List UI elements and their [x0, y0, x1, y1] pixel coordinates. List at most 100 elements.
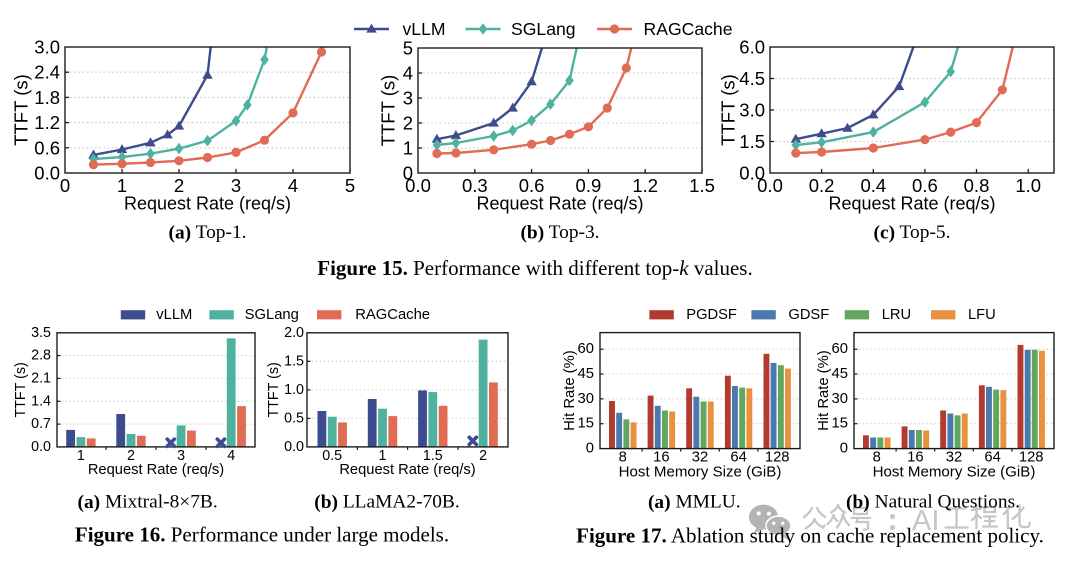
- svg-text:TTFT (s): TTFT (s): [378, 75, 399, 147]
- svg-text:2: 2: [174, 175, 184, 196]
- svg-text:TTFT (s): TTFT (s): [11, 74, 32, 146]
- svg-text:SGLang: SGLang: [245, 307, 299, 323]
- svg-text:1: 1: [403, 138, 413, 159]
- svg-text:30: 30: [578, 391, 594, 407]
- svg-text:3: 3: [403, 88, 413, 109]
- svg-text:2: 2: [403, 113, 413, 134]
- svg-text:3.0: 3.0: [34, 37, 60, 58]
- svg-text:3.0: 3.0: [739, 100, 765, 121]
- svg-text:(a) MMLU.: (a) MMLU.: [648, 492, 741, 513]
- svg-text:5: 5: [345, 175, 355, 196]
- svg-text:Request Rate (req/s): Request Rate (req/s): [339, 462, 475, 478]
- svg-text:60: 60: [832, 341, 848, 357]
- svg-text:8: 8: [873, 450, 881, 466]
- svg-text:1.0: 1.0: [284, 382, 304, 398]
- svg-text:Request Rate (req/s): Request Rate (req/s): [828, 194, 995, 214]
- svg-text:1.5: 1.5: [739, 131, 765, 152]
- svg-text:PGDSF: PGDSF: [686, 307, 737, 323]
- svg-text:Request Rate (req/s): Request Rate (req/s): [88, 462, 224, 478]
- svg-text:(b) Natural Questions.: (b) Natural Questions.: [846, 492, 1020, 513]
- svg-text:0: 0: [840, 441, 848, 457]
- svg-text:1.2: 1.2: [632, 175, 658, 196]
- svg-text:6.0: 6.0: [739, 37, 765, 58]
- svg-text:0.0: 0.0: [739, 163, 765, 184]
- svg-text:1: 1: [77, 448, 85, 464]
- svg-text:1: 1: [379, 448, 387, 464]
- svg-text:32: 32: [692, 450, 708, 466]
- svg-text:vLLM: vLLM: [403, 19, 446, 39]
- svg-text:2.4: 2.4: [34, 62, 60, 83]
- svg-text:2.8: 2.8: [31, 348, 51, 364]
- svg-text:1.5: 1.5: [423, 448, 443, 464]
- svg-text:16: 16: [907, 450, 923, 466]
- svg-text:8: 8: [619, 450, 627, 466]
- svg-text:3: 3: [177, 448, 185, 464]
- svg-text:Request Rate (req/s): Request Rate (req/s): [476, 194, 643, 214]
- svg-text:Figure 15. Performance with di: Figure 15. Performance with different to…: [317, 256, 752, 280]
- svg-text:AI: AI: [912, 505, 939, 537]
- svg-text:SGLang: SGLang: [511, 19, 576, 39]
- svg-text:64: 64: [984, 450, 1000, 466]
- svg-text:RAGCache: RAGCache: [644, 19, 733, 39]
- svg-text:0.0: 0.0: [284, 439, 304, 455]
- svg-text:0.6: 0.6: [912, 175, 938, 196]
- svg-text:0.6: 0.6: [519, 175, 545, 196]
- svg-text:45: 45: [578, 366, 594, 382]
- svg-text:15: 15: [832, 416, 848, 432]
- svg-text:(a) Top-1.: (a) Top-1.: [168, 222, 246, 243]
- svg-text:Host Memory Size (GiB): Host Memory Size (GiB): [873, 463, 1036, 480]
- svg-text:32: 32: [946, 450, 962, 466]
- svg-text:1.2: 1.2: [34, 112, 60, 133]
- svg-text:0: 0: [586, 441, 594, 457]
- svg-text:128: 128: [1019, 450, 1044, 466]
- svg-text:0.7: 0.7: [31, 416, 51, 432]
- svg-text:4: 4: [227, 448, 235, 464]
- svg-text:GDSF: GDSF: [788, 307, 829, 323]
- svg-text:0.5: 0.5: [322, 448, 342, 464]
- svg-text:(b) LLaMA2-70B.: (b) LLaMA2-70B.: [314, 492, 459, 513]
- svg-text:1: 1: [117, 175, 127, 196]
- svg-text:4: 4: [403, 63, 413, 84]
- svg-text:Hit Rate (%): Hit Rate (%): [816, 350, 832, 431]
- svg-text:LRU: LRU: [882, 307, 911, 323]
- svg-text:0.3: 0.3: [462, 175, 488, 196]
- svg-text:Host Memory Size (GiB): Host Memory Size (GiB): [619, 463, 782, 480]
- svg-text:Figure 16. Performance under l: Figure 16. Performance under large model…: [75, 523, 449, 547]
- svg-text:(b) Top-3.: (b) Top-3.: [520, 222, 599, 243]
- svg-text:3: 3: [231, 175, 241, 196]
- svg-text:TTFT (s): TTFT (s): [266, 362, 282, 417]
- svg-text:0.5: 0.5: [284, 410, 304, 426]
- svg-text:0.2: 0.2: [809, 175, 835, 196]
- svg-text:2: 2: [127, 448, 135, 464]
- svg-text:0: 0: [403, 163, 413, 184]
- svg-text:5: 5: [403, 38, 413, 59]
- svg-text:128: 128: [765, 450, 790, 466]
- svg-text:1.4: 1.4: [31, 393, 51, 409]
- svg-text:4: 4: [288, 175, 298, 196]
- svg-text:16: 16: [653, 450, 669, 466]
- svg-text:1.8: 1.8: [34, 87, 60, 108]
- svg-text:45: 45: [832, 366, 848, 382]
- svg-text:2: 2: [479, 448, 487, 464]
- svg-text:Request Rate (req/s): Request Rate (req/s): [124, 194, 291, 214]
- svg-text:30: 30: [832, 391, 848, 407]
- svg-text:0.0: 0.0: [34, 163, 60, 184]
- svg-text:1.0: 1.0: [1015, 175, 1041, 196]
- svg-text:TTFT (s): TTFT (s): [13, 362, 29, 417]
- svg-text:0.0: 0.0: [405, 175, 431, 196]
- svg-text:15: 15: [578, 416, 594, 432]
- svg-text:0.8: 0.8: [964, 175, 990, 196]
- svg-text:RAGCache: RAGCache: [355, 307, 430, 323]
- svg-text:LFU: LFU: [968, 307, 996, 323]
- svg-text:(c) Top-5.: (c) Top-5.: [874, 222, 951, 243]
- svg-text:0.6: 0.6: [34, 137, 60, 158]
- svg-text:4.5: 4.5: [739, 68, 765, 89]
- svg-text:1.5: 1.5: [284, 353, 304, 369]
- svg-text:0.0: 0.0: [757, 175, 783, 196]
- svg-text:2.1: 2.1: [31, 370, 51, 386]
- svg-text:0: 0: [60, 175, 70, 196]
- svg-text:TTFT (s): TTFT (s): [718, 74, 739, 146]
- svg-text:0.0: 0.0: [31, 439, 51, 455]
- svg-text:2.0: 2.0: [284, 325, 304, 341]
- svg-text:0.9: 0.9: [576, 175, 602, 196]
